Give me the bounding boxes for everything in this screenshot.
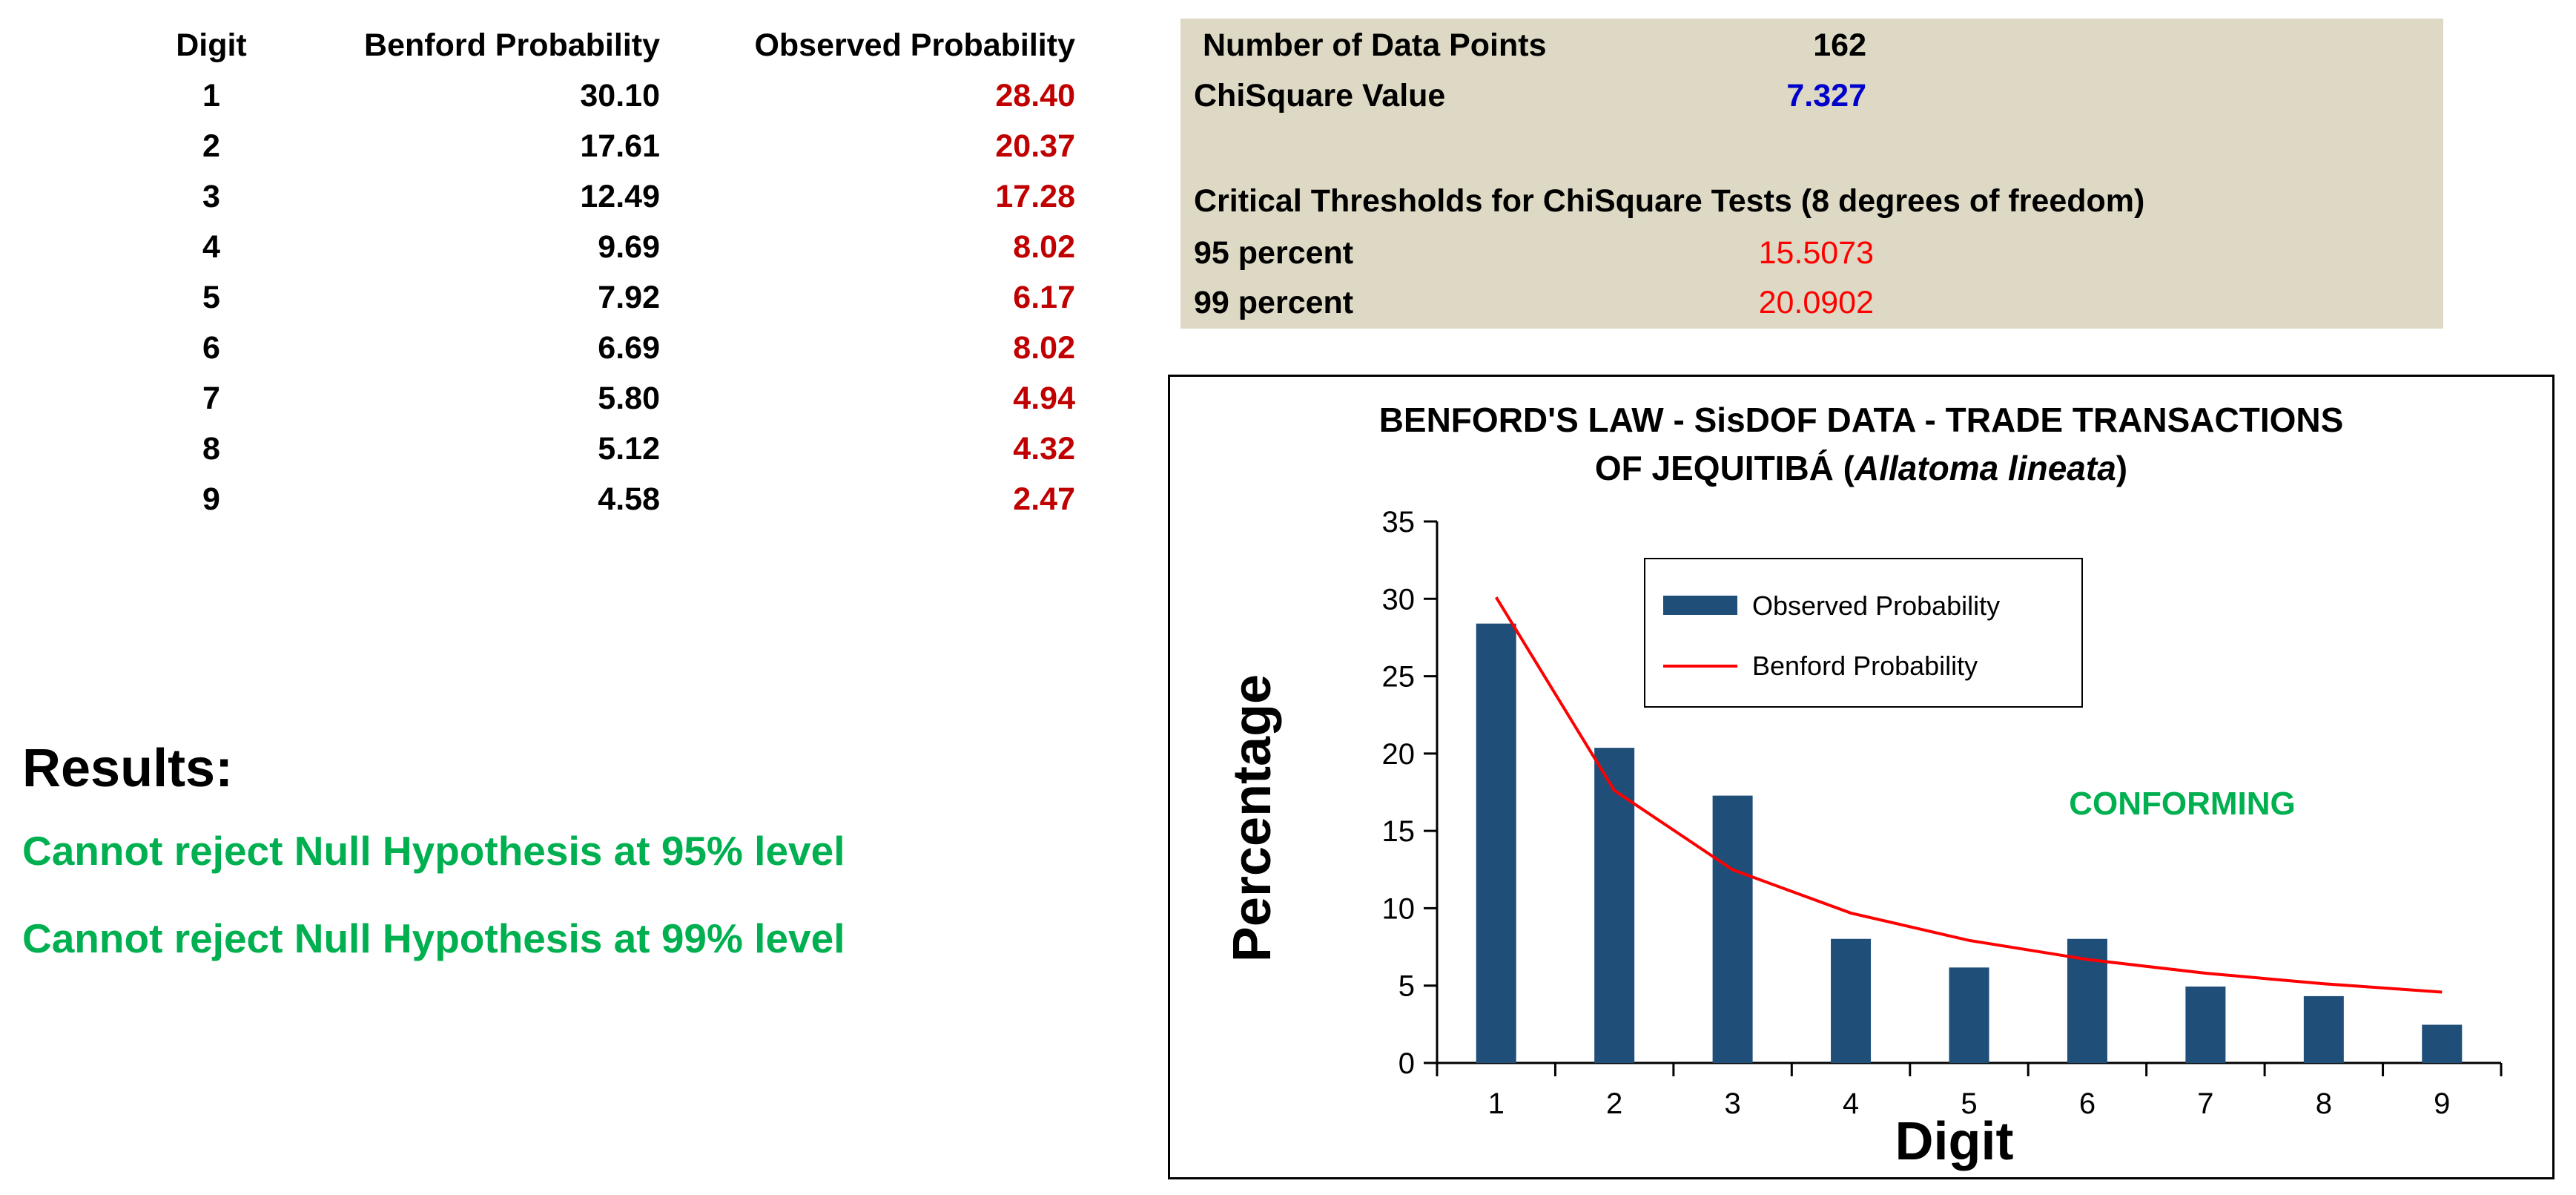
x-tick-label: 2 bbox=[1606, 1087, 1622, 1120]
p95-value: 15.5073 bbox=[1758, 235, 1874, 271]
bar-observed bbox=[2185, 986, 2226, 1063]
row-observed: 8.02 bbox=[1013, 229, 1075, 265]
y-tick-label: 0 bbox=[1398, 1047, 1415, 1080]
row-observed: 6.17 bbox=[1013, 280, 1075, 315]
x-axis-title: Digit bbox=[1895, 1112, 2014, 1171]
chi-square-stats-panel: Number of Data Points 162 ChiSquare Valu… bbox=[1180, 19, 2443, 329]
chi-square-label: ChiSquare Value bbox=[1194, 78, 1446, 113]
x-tick-label: 5 bbox=[1961, 1087, 1977, 1120]
row-observed: 28.40 bbox=[995, 78, 1075, 113]
x-tick-label: 8 bbox=[2316, 1087, 2332, 1120]
row-digit: 3 bbox=[202, 179, 220, 214]
row-benford: 5.12 bbox=[598, 431, 660, 467]
chart-title-line1: BENFORD'S LAW - SisDOF DATA - TRADE TRAN… bbox=[1378, 401, 2344, 439]
y-tick-label: 10 bbox=[1382, 892, 1416, 925]
x-tick-label: 4 bbox=[1843, 1087, 1859, 1120]
benford-chart: BENFORD'S LAW - SisDOF DATA - TRADE TRAN… bbox=[1168, 375, 2554, 1179]
x-tick-label: 1 bbox=[1488, 1087, 1505, 1120]
row-benford: 6.69 bbox=[598, 330, 660, 366]
result-line-99: Cannot reject Null Hypothesis at 99% lev… bbox=[22, 915, 845, 961]
results-title: Results: bbox=[22, 739, 234, 798]
header-benford: Benford Probability bbox=[364, 27, 660, 63]
y-tick-label: 20 bbox=[1382, 738, 1416, 771]
bar-observed bbox=[1594, 748, 1635, 1063]
x-tick-label: 9 bbox=[2434, 1087, 2450, 1120]
bar-observed bbox=[1831, 938, 1872, 1063]
legend-swatch-observed bbox=[1663, 596, 1737, 615]
legend-label-observed: Observed Probability bbox=[1752, 590, 2000, 621]
y-tick-label: 5 bbox=[1398, 970, 1415, 1003]
row-observed: 17.28 bbox=[995, 179, 1075, 214]
y-tick-label: 30 bbox=[1382, 583, 1416, 616]
row-digit: 4 bbox=[202, 229, 220, 265]
bar-observed bbox=[2422, 1024, 2463, 1063]
chart-title-suffix: ) bbox=[2116, 449, 2128, 487]
row-benford: 7.92 bbox=[598, 280, 660, 315]
y-tick-label: 25 bbox=[1382, 661, 1416, 694]
row-benford: 30.10 bbox=[580, 78, 660, 113]
y-axis-title: Percentage bbox=[1223, 674, 1282, 962]
row-digit: 9 bbox=[202, 481, 220, 517]
thresholds-title: Critical Thresholds for ChiSquare Tests … bbox=[1194, 183, 2145, 219]
row-digit: 8 bbox=[202, 431, 220, 467]
row-benford: 17.61 bbox=[580, 128, 660, 164]
row-benford: 5.80 bbox=[598, 381, 660, 416]
conforming-annotation: CONFORMING bbox=[2069, 786, 2296, 822]
bar-observed bbox=[2303, 995, 2344, 1063]
result-line-95: Cannot reject Null Hypothesis at 95% lev… bbox=[22, 828, 845, 874]
legend-box bbox=[1644, 558, 2083, 708]
y-tick-label: 35 bbox=[1382, 506, 1416, 539]
header-observed: Observed Probability bbox=[754, 27, 1075, 63]
row-observed: 2.47 bbox=[1013, 481, 1075, 517]
row-benford: 9.69 bbox=[598, 229, 660, 265]
x-tick-label: 7 bbox=[2197, 1087, 2213, 1120]
bar-observed bbox=[1949, 967, 1989, 1063]
p99-value: 20.0902 bbox=[1758, 285, 1874, 320]
p95-label: 95 percent bbox=[1194, 235, 1354, 271]
row-digit: 5 bbox=[202, 280, 220, 315]
row-digit: 7 bbox=[202, 381, 220, 416]
row-digit: 6 bbox=[202, 330, 220, 366]
data-points-label: Number of Data Points bbox=[1203, 27, 1547, 63]
data-points-value: 162 bbox=[1813, 27, 1866, 63]
chart-title-line2: OF JEQUITIBÁ (Allatoma lineata) bbox=[1170, 451, 2552, 485]
row-observed: 4.32 bbox=[1013, 431, 1075, 467]
legend-label-benford: Benford Probability bbox=[1752, 651, 1978, 681]
p99-label: 99 percent bbox=[1194, 285, 1354, 320]
row-digit: 1 bbox=[202, 78, 220, 113]
row-digit: 2 bbox=[202, 128, 220, 164]
line-benford bbox=[1495, 596, 2443, 994]
bar-observed bbox=[1712, 795, 1753, 1063]
row-benford: 4.58 bbox=[598, 481, 660, 517]
chi-square-value: 7.327 bbox=[1786, 78, 1866, 113]
chart-title-species: Allatoma lineata bbox=[1855, 449, 2116, 487]
chart-plot: 0 5 10 15 20 25 30 35 1 2 3 4 5 6 7 8 9 Digit Percentage Ob… bbox=[1223, 506, 2503, 1171]
row-observed: 8.02 bbox=[1013, 330, 1075, 366]
row-benford: 12.49 bbox=[580, 179, 660, 214]
row-observed: 20.37 bbox=[995, 128, 1075, 164]
y-tick-label: 15 bbox=[1382, 815, 1416, 848]
bar-observed bbox=[1476, 623, 1516, 1063]
chart-title-prefix: OF JEQUITIBÁ ( bbox=[1594, 449, 1855, 487]
header-digit: Digit bbox=[176, 27, 247, 63]
x-tick-label: 3 bbox=[1724, 1087, 1740, 1120]
x-tick-label: 6 bbox=[2079, 1087, 2096, 1120]
row-observed: 4.94 bbox=[1013, 381, 1075, 416]
